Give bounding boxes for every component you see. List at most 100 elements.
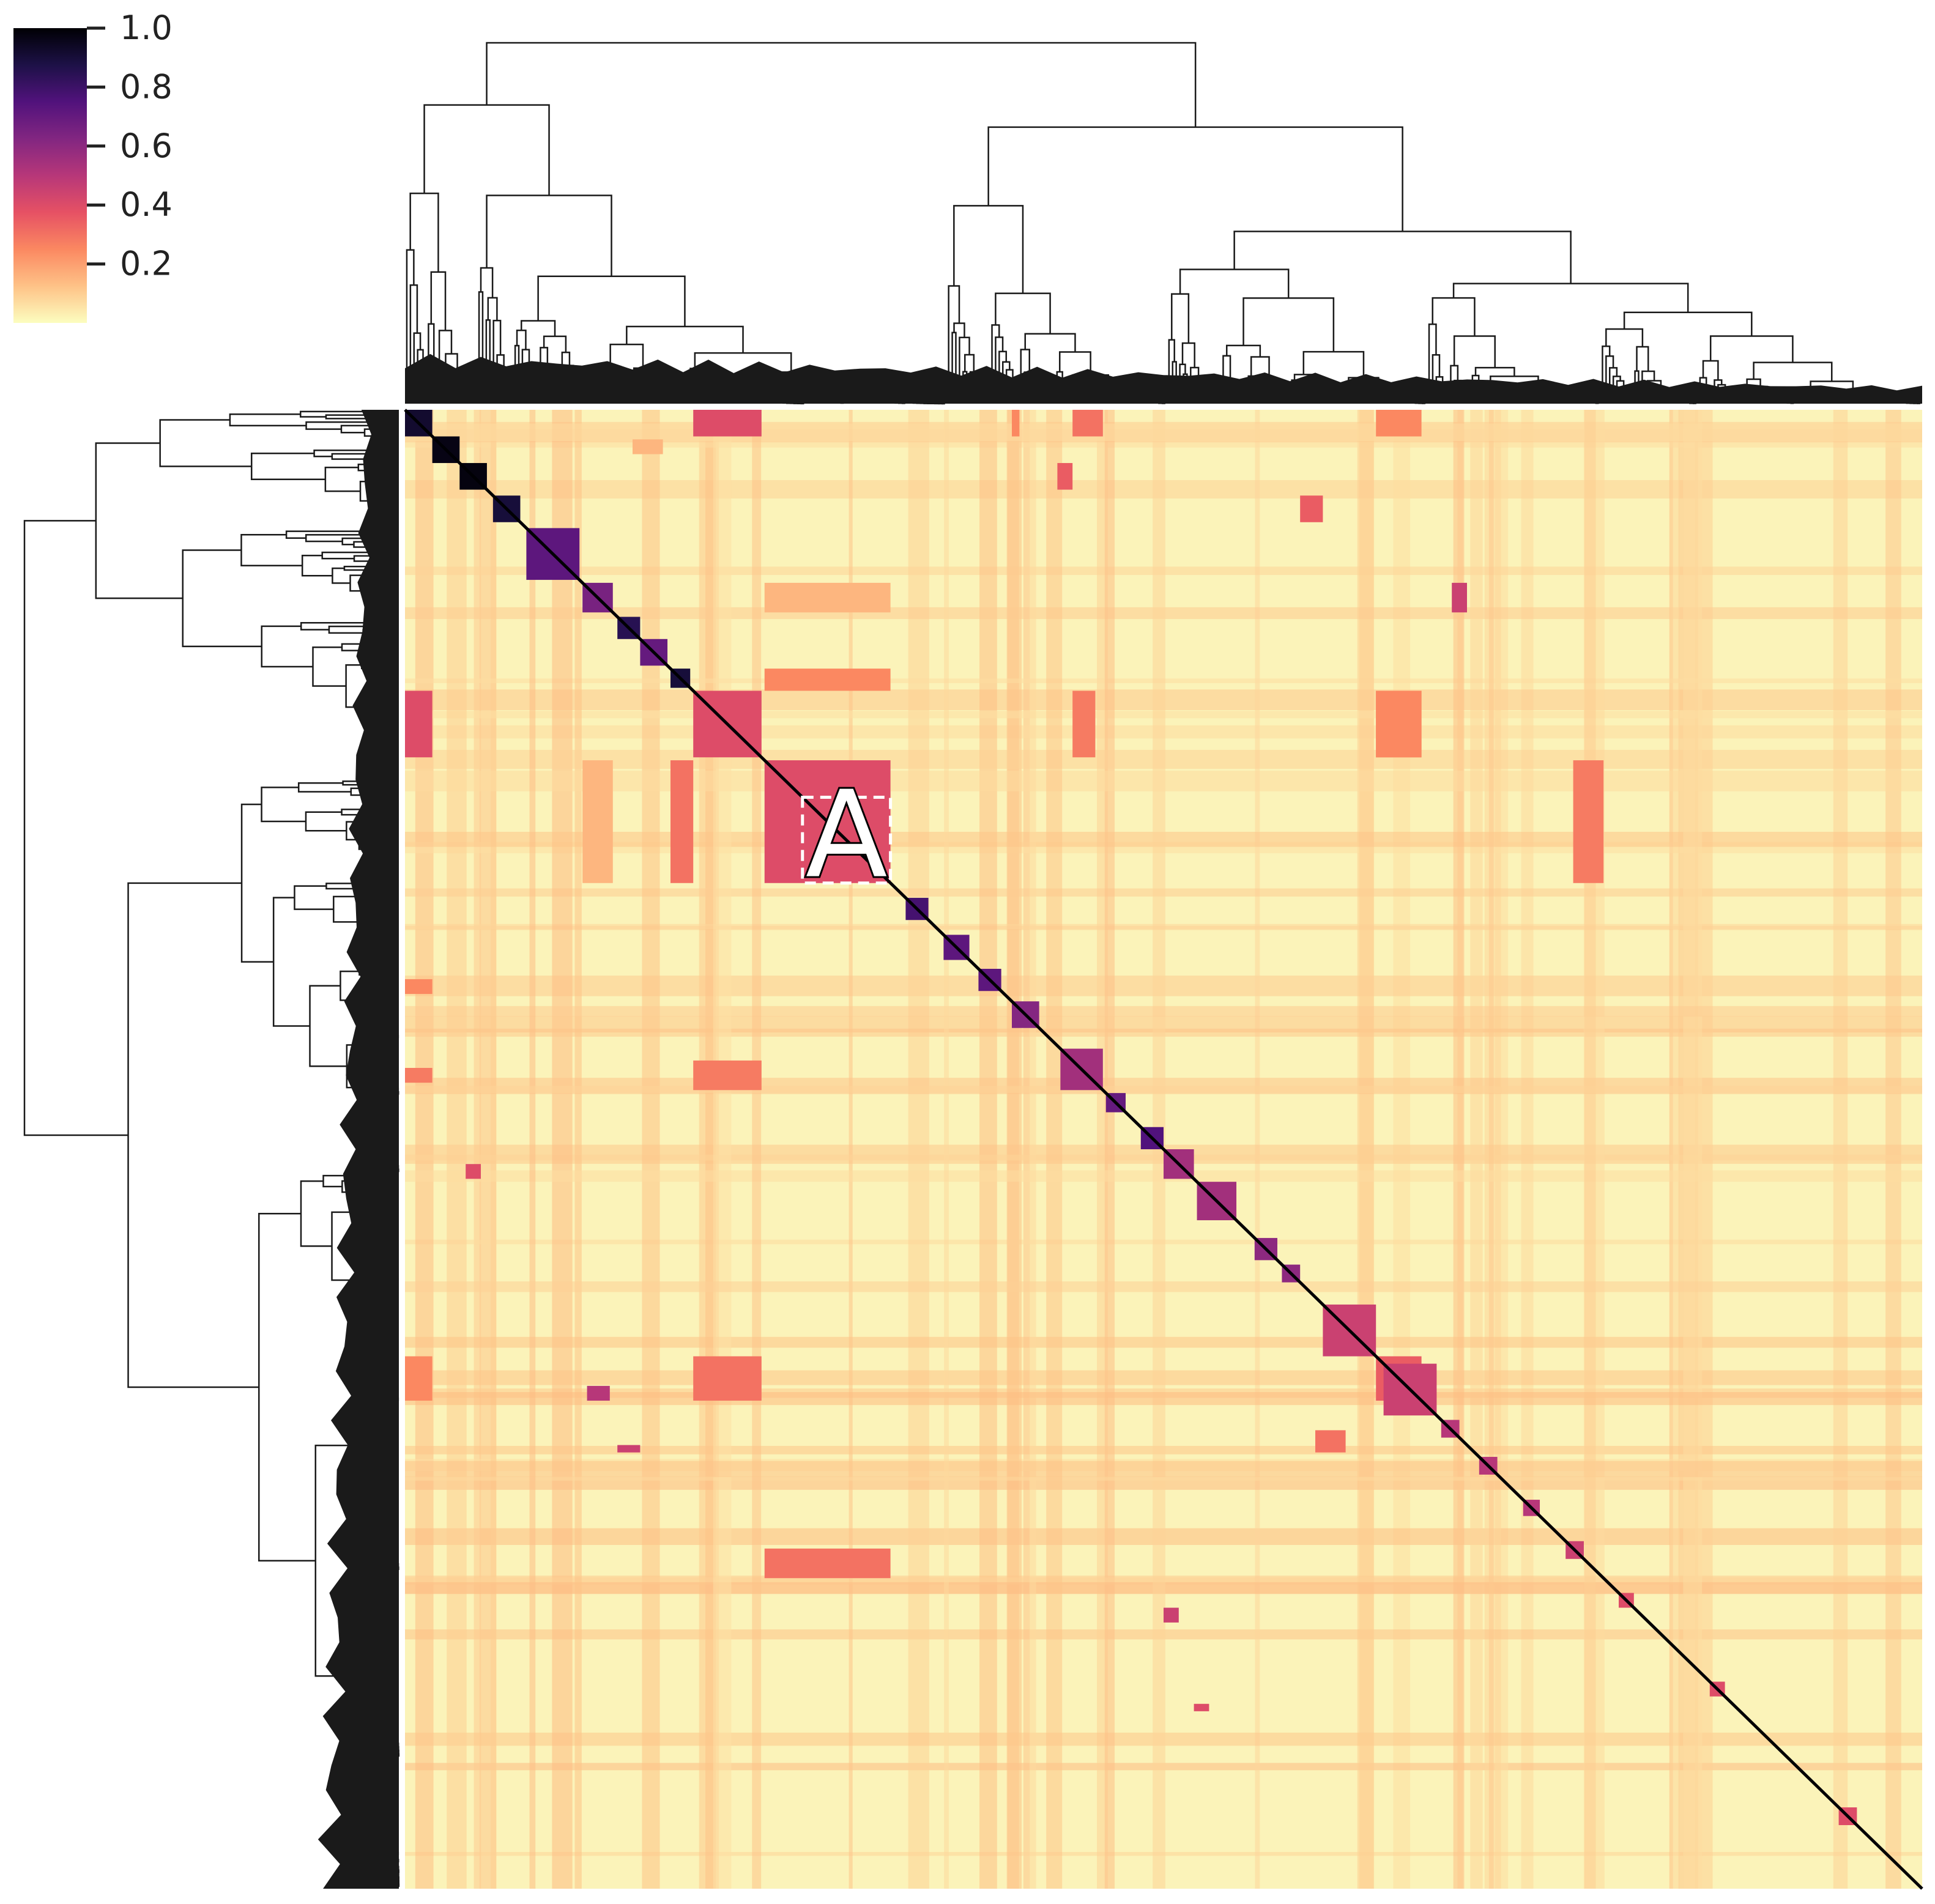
left-dendrogram-link <box>229 413 306 427</box>
heatmap-offdiag-cell <box>405 691 433 758</box>
heatmap-offdiag-cell <box>617 1445 641 1453</box>
heatmap-column-stripe <box>1470 410 1483 1889</box>
heatmap-offdiag-cell <box>693 1356 762 1401</box>
top-dendrogram-link <box>430 271 447 331</box>
top-dendrogram-link <box>1302 350 1365 378</box>
top-dendrogram-link <box>987 126 1403 232</box>
heatmap-matrix <box>404 409 1923 1890</box>
heatmap-offdiag-cell <box>1194 1703 1209 1711</box>
top-dendrogram-link <box>1168 339 1175 404</box>
annotation-box: A <box>801 764 893 907</box>
heatmap-column-stripe <box>849 410 853 1889</box>
top-dendrogram-link <box>1250 356 1270 379</box>
heatmap-column-stripe <box>944 410 949 1889</box>
heatmap-column-stripe <box>908 410 929 1889</box>
top-dendrogram-link <box>1171 293 1190 343</box>
left-dendrogram-link <box>299 410 399 418</box>
heatmap-offdiag-cell <box>405 979 433 995</box>
top-dendrogram-link <box>423 104 550 196</box>
top-dendrogram-link <box>948 285 960 404</box>
top-dendrogram-link <box>1623 311 1753 336</box>
top-dendrogram-link <box>1181 342 1195 368</box>
heatmap-offdiag-cell <box>764 582 891 613</box>
left-dendrogram-link <box>359 481 370 502</box>
left-dendrogram-link <box>321 551 399 560</box>
heatmap-column-stripe <box>529 410 536 1889</box>
top-dendrogram-link <box>1452 283 1689 313</box>
left-dendrogram-link <box>285 530 399 539</box>
left-dendrogram-link <box>346 821 359 841</box>
heatmap-row-stripe <box>405 1476 1922 1481</box>
top-dendrogram-link <box>1453 335 1496 368</box>
colorbar-ticks: 1.0 0.8 0.6 0.4 0.2 <box>87 9 173 283</box>
heatmap-offdiag-cell <box>1300 495 1323 522</box>
top-dendrogram-link <box>409 192 439 272</box>
left-dendrogram-link <box>240 533 303 566</box>
heatmap-offdiag-cell <box>405 1068 433 1083</box>
heatmap-column-stripe <box>1488 410 1494 1889</box>
heatmap-row-stripe <box>405 771 1922 791</box>
left-dendrogram-link <box>182 549 262 648</box>
heatmap-column-stripe <box>1833 410 1848 1889</box>
top-dendrogram-link <box>1058 351 1091 376</box>
heatmap-offdiag-cell <box>1376 410 1422 437</box>
heatmap-stripes <box>405 410 1922 1889</box>
left-dendrogram-link <box>333 895 362 923</box>
top-dendrogram-link <box>1179 269 1290 298</box>
left-dendrogram-link <box>240 803 274 963</box>
top-dendrogram-link <box>1432 354 1441 404</box>
colorbar-gradient <box>13 28 87 323</box>
top-dendrogram-link <box>1225 344 1261 357</box>
left-dendrogram-link <box>313 449 399 457</box>
heatmap-column-stripe <box>491 410 497 1889</box>
heatmap-column-stripe <box>713 410 732 1889</box>
left-dendrogram-link <box>305 421 399 430</box>
left-dendrogram-leaf-mass <box>318 410 399 1889</box>
heatmap-row-stripe <box>405 423 1922 441</box>
heatmap-column-stripe <box>979 410 997 1889</box>
heatmap-row-stripe <box>405 1392 1922 1406</box>
heatmap-offdiag-cell <box>1164 1607 1179 1623</box>
heatmap-diagonal <box>404 409 1923 1890</box>
top-dendrogram-link <box>1636 346 1649 372</box>
heatmap-offdiag-cell <box>587 1385 610 1401</box>
top-dendrogram-link <box>991 324 1000 404</box>
top-dendrogram-link <box>543 335 567 353</box>
heatmap-offdiag-cell <box>693 1060 762 1091</box>
heatmap-offdiag-cell <box>466 1164 481 1179</box>
colorbar-tick-label: 1.0 <box>120 9 173 47</box>
top-dendrogram-link <box>520 320 556 336</box>
top-dendrogram-link <box>626 325 744 354</box>
heatmap-row-stripe <box>405 1461 1922 1478</box>
top-dendrogram-link <box>609 343 644 368</box>
heatmap-offdiag-cell <box>1452 582 1467 613</box>
heatmap-offdiag-cell <box>1376 691 1422 758</box>
top-dendrogram-link <box>1605 328 1644 347</box>
top-dendrogram-link <box>1233 231 1572 284</box>
heatmap-offdiag-cell <box>405 1356 433 1401</box>
heatmap-column-stripe <box>552 410 573 1889</box>
heatmap-offdiag-cell <box>1072 410 1103 437</box>
top-dendrogram-link <box>487 297 498 321</box>
left-dendrogram-link <box>127 882 259 1388</box>
left-dendrogram-link <box>300 622 399 631</box>
heatmap-column-stripe <box>1046 410 1063 1889</box>
top-dendrogram-link <box>964 354 975 372</box>
left-dendrogram-link <box>309 985 347 1067</box>
heatmap-column-stripe <box>1029 410 1036 1889</box>
annotation-label: A <box>806 766 888 905</box>
heatmap-offdiag-cell <box>764 669 891 691</box>
left-dendrogram-link <box>305 811 347 832</box>
heatmap-column-stripe <box>574 410 582 1889</box>
top-dendrogram-link <box>953 205 1024 294</box>
top-dendrogram-link <box>1428 323 1437 404</box>
heatmap-offdiag-cell <box>764 1548 891 1579</box>
top-dendrogram-link <box>951 332 957 404</box>
top-dendrogram-link <box>1602 345 1611 404</box>
top-dendrogram-link <box>1605 355 1614 404</box>
left-dendrogram-link <box>324 467 361 492</box>
top-dendrogram-link <box>1474 366 1515 377</box>
heatmap-offdiag-cell <box>582 760 613 883</box>
colorbar-tick-label: 0.6 <box>120 127 173 165</box>
